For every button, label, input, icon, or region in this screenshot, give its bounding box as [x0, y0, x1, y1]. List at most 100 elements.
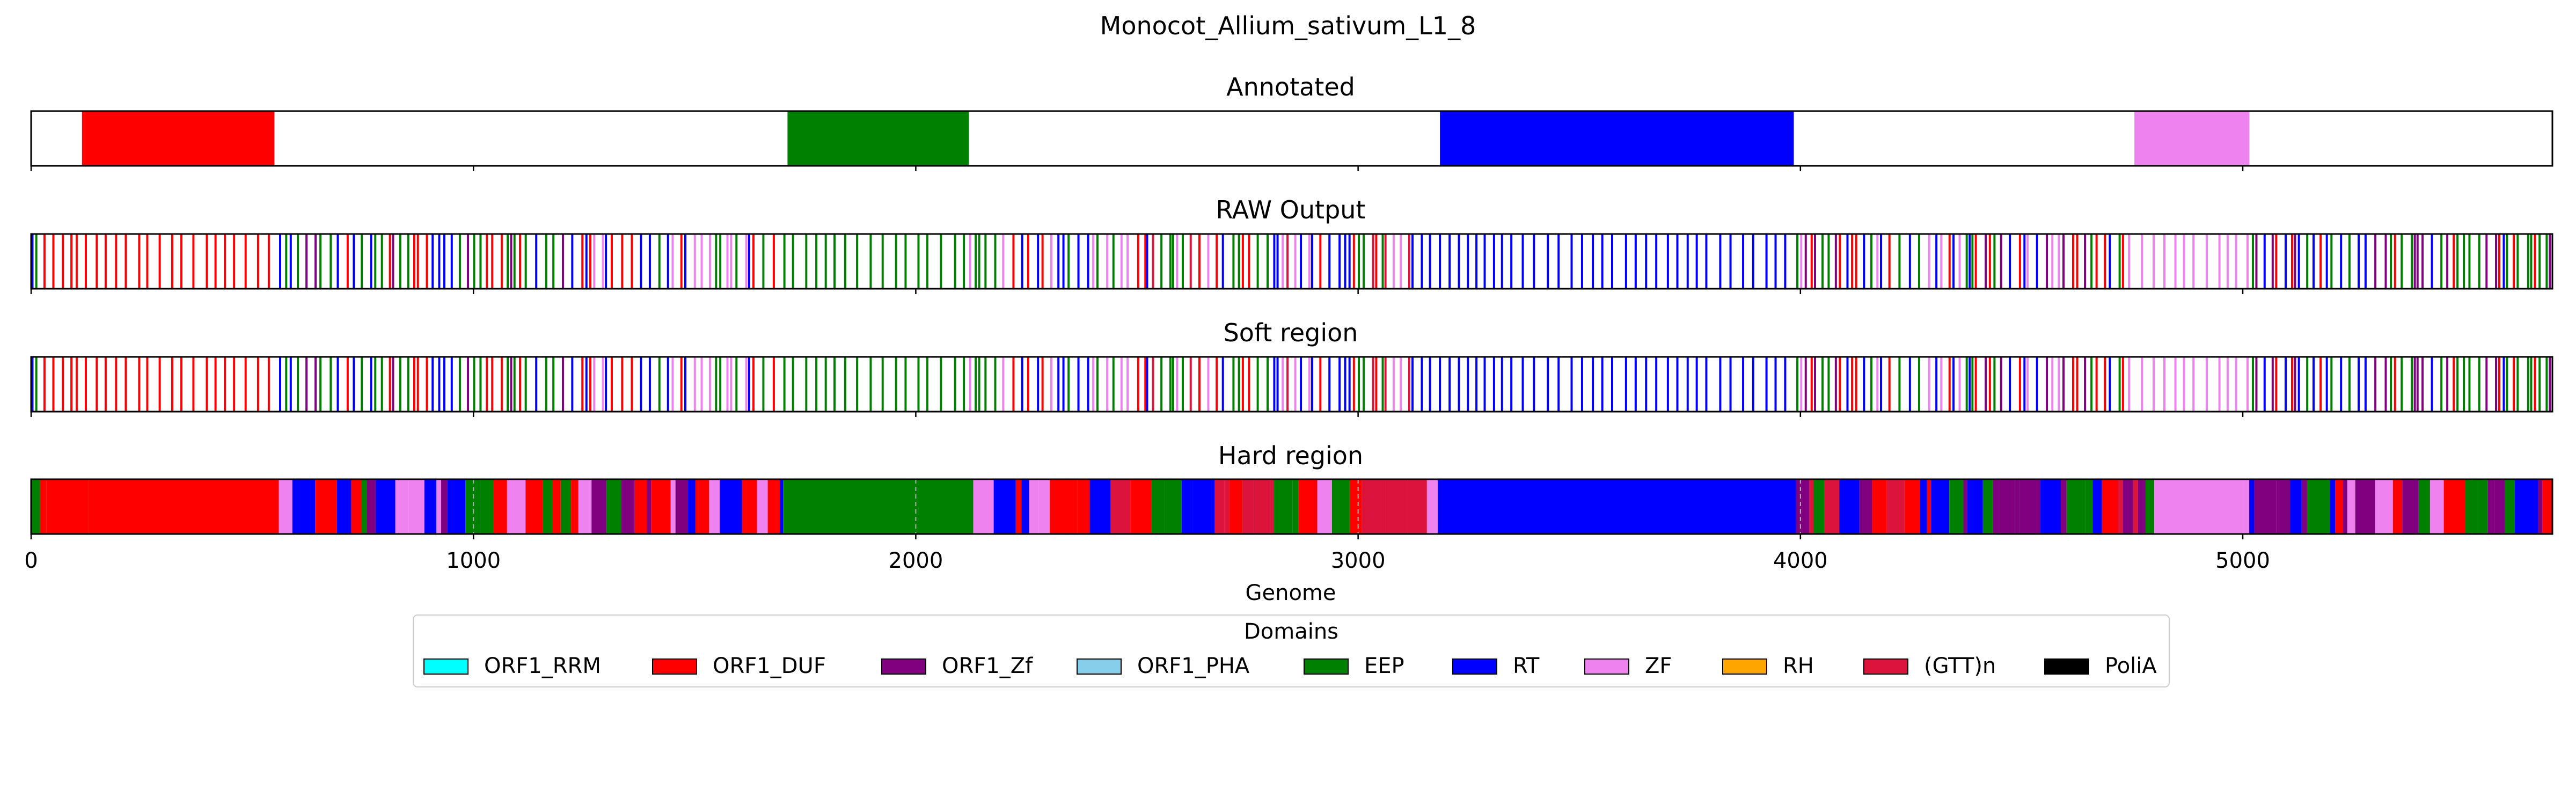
domain-segment [2243, 479, 2250, 534]
domain-segment [1229, 479, 1242, 534]
domain-segment [361, 479, 367, 534]
domain-segment [31, 479, 40, 534]
domain-segment [543, 479, 553, 534]
domain-segment [571, 479, 579, 534]
domain-segment [1967, 479, 1983, 534]
domain-segment [1859, 479, 1872, 534]
domain-segment [709, 479, 720, 534]
domain-segment [779, 479, 784, 534]
domain-segment [1809, 479, 1813, 534]
domain-segment [441, 479, 448, 534]
domain-segment [2138, 479, 2146, 534]
domain-segment [315, 479, 337, 534]
legend-swatch [1584, 658, 1629, 675]
domain-segment [767, 479, 780, 534]
domain-segment [783, 479, 974, 534]
domain-segment [424, 479, 437, 534]
domain-segment [336, 479, 352, 534]
domain-segment [1292, 479, 1299, 534]
domain-segment [2494, 479, 2505, 534]
domain-segment [2307, 479, 2330, 534]
domain-segment [2085, 479, 2093, 534]
x-tick-label: 2000 [889, 548, 943, 573]
domain-segment [2330, 479, 2336, 534]
domain-segment [1034, 479, 1039, 534]
domain-segment [2123, 479, 2133, 534]
domain-segment [1317, 479, 1332, 534]
domain-segment [2061, 479, 2067, 534]
legend-label: (GTT)n [1924, 654, 1996, 678]
domain-segment [2464, 479, 2478, 534]
domain-segment [2146, 479, 2155, 534]
domain-segment [2355, 479, 2375, 534]
domain-segment [2118, 479, 2124, 534]
domain-segment [1130, 479, 1152, 534]
domain-segment [2301, 479, 2307, 534]
domain-segment [651, 479, 671, 534]
domain-segment [2019, 479, 2041, 534]
legend-label: EEP [1364, 654, 1404, 678]
panel-frame [30, 110, 2553, 167]
domain-segment [560, 479, 572, 534]
domain-segment [787, 111, 969, 166]
domain-segment [2515, 479, 2538, 534]
legend-label: ORF1_PHA [1137, 654, 1250, 678]
domain-segment [1426, 479, 1438, 534]
domain-segment [2402, 479, 2419, 534]
domain-segment [757, 479, 768, 534]
domain-segment [1242, 479, 1254, 534]
legend-label: ORF1_DUF [713, 654, 826, 678]
domain-segment [2254, 479, 2277, 534]
legend-title: Domains [1244, 619, 1338, 644]
domain-segment [2505, 479, 2515, 534]
domain-segment [634, 479, 647, 534]
domain-segment [525, 479, 543, 534]
domain-segment [2542, 479, 2552, 534]
domain-segment [1963, 479, 1967, 534]
domain-segment [1214, 479, 1225, 534]
domain-segment [591, 479, 607, 534]
domain-segment [696, 479, 709, 534]
domain-segment [2066, 479, 2085, 534]
domain-segment [351, 479, 362, 534]
soft-region-track [30, 356, 2553, 417]
domain-segment [1872, 479, 1887, 534]
domain-segment [436, 479, 442, 534]
domain-segment [2092, 479, 2102, 534]
legend-swatch [1452, 658, 1497, 675]
x-axis: 0 1000 2000 3000 4000 5000 [24, 548, 2270, 573]
x-tick-label: 3000 [1331, 548, 1386, 573]
hard-region-track [30, 478, 2553, 539]
panel-background [31, 234, 2552, 289]
raw-output-track [30, 233, 2553, 294]
domain-segment [993, 479, 1016, 534]
legend-swatch [1304, 658, 1349, 675]
domain-segment [2347, 479, 2355, 534]
domain-segment [1077, 479, 1090, 534]
domain-segment [553, 479, 561, 534]
domain-segment [40, 479, 47, 534]
legend-swatch [1722, 658, 1767, 675]
domain-segment [1437, 479, 1796, 534]
domain-segment [1066, 479, 1078, 534]
domain-segment [75, 479, 89, 534]
domain-segment [493, 479, 507, 534]
domain-segment [1982, 479, 1993, 534]
domain-segment [606, 479, 622, 534]
domain-segment [2418, 479, 2430, 534]
domain-segment [1362, 479, 1386, 534]
domain-segment [1089, 479, 1111, 534]
domain-segment [1021, 479, 1029, 534]
domain-segment [1050, 479, 1066, 534]
domain-segment [2134, 111, 2250, 166]
domain-segment [2133, 479, 2138, 534]
legend-label: ORF1_RRM [484, 654, 601, 678]
legend-swatch [423, 658, 469, 675]
domain-segment [2487, 479, 2494, 534]
panel-frame [30, 356, 2553, 413]
domain-segment [1440, 111, 1794, 166]
panel-frame [30, 233, 2553, 290]
x-tick-label: 5000 [2215, 548, 2270, 573]
domain-segment [2429, 479, 2444, 534]
annotated-track [30, 110, 2553, 171]
